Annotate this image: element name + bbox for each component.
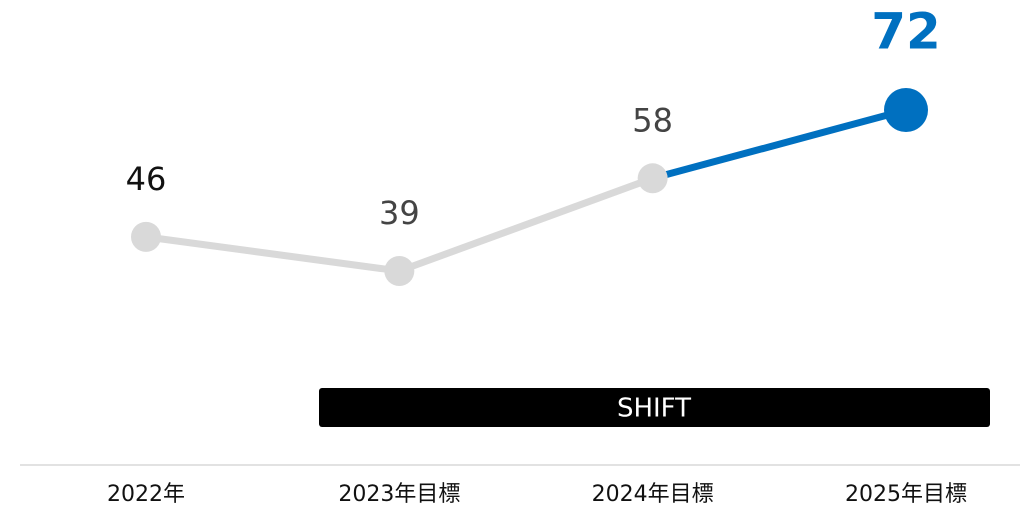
value-label: 46 [126,160,167,198]
line-segment [145,233,400,275]
point [884,88,928,132]
value-label: 72 [871,3,941,61]
shift-banner [319,388,990,427]
x-tick-label: 2022年 [107,482,185,506]
x-tick-label: 2025年目標 [845,482,967,506]
value-label: 39 [379,194,420,232]
point [637,163,668,194]
x-tick-label: 2023年目標 [338,482,460,506]
x-tick-label: 2024年目標 [592,482,714,506]
line-segment [398,175,654,275]
value-label: 58 [632,101,673,139]
line-segment [651,106,907,182]
shift-label: SHIFT [617,394,691,424]
point [384,256,415,286]
point [131,221,161,252]
